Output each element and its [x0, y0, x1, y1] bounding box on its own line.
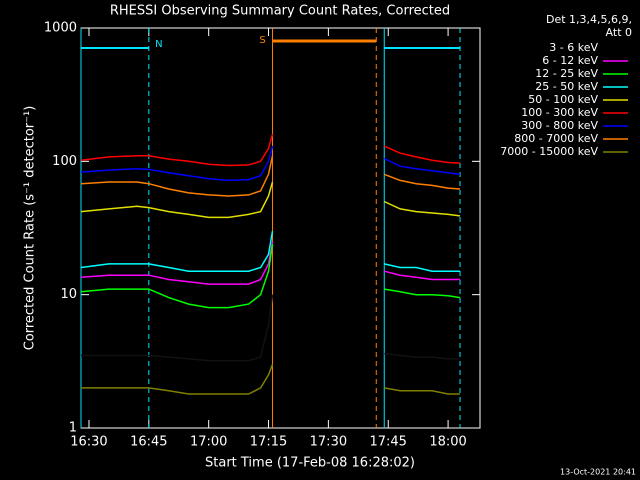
legend-title: Att 0 — [606, 26, 632, 39]
series-line — [384, 270, 460, 281]
series-line — [80, 145, 274, 182]
series-line — [383, 145, 461, 164]
series-line — [80, 155, 274, 197]
x-axis-label: Start Time (17-Feb-08 16:28:02) — [205, 456, 415, 471]
chart-title: RHESSI Observing Summary Count Rates, Co… — [110, 4, 450, 19]
legend-label: 3 - 6 keV — [549, 41, 598, 54]
flag-label: N — [155, 39, 162, 50]
plot-frame — [80, 27, 481, 429]
series-line — [383, 200, 461, 217]
series-line — [383, 173, 461, 190]
legend-label: 12 - 25 keV — [535, 67, 598, 80]
series-line — [80, 133, 274, 167]
legend-label: 25 - 50 keV — [535, 80, 598, 93]
y-tick-label: 1 — [69, 421, 77, 436]
x-tick-label: 16:45 — [130, 435, 167, 450]
legend-title: Det 1,3,4,5,6,9, — [546, 13, 632, 26]
y-tick-label: 10 — [60, 287, 77, 302]
series-line — [384, 263, 460, 272]
series-line — [80, 241, 274, 285]
timestamp: 13-Oct-2021 20:41 — [560, 468, 636, 477]
legend-label: 300 - 800 keV — [521, 119, 598, 132]
x-tick-label: 17:15 — [250, 435, 287, 450]
legend-label: 7000 - 15000 keV — [500, 145, 598, 158]
y-axis-label: Corrected Count Rate (s⁻¹ detector⁻¹) — [23, 106, 38, 351]
series-line — [81, 294, 274, 362]
series-line — [384, 353, 460, 360]
series-line — [384, 288, 461, 299]
x-tick-label: 17:45 — [369, 435, 406, 450]
y-tick-label: 1000 — [44, 21, 77, 36]
legend-label: 50 - 100 keV — [528, 93, 598, 106]
legend-label: 800 - 7000 keV — [514, 132, 598, 145]
legend-label: 100 - 300 keV — [521, 106, 598, 119]
series-line — [384, 387, 460, 395]
x-tick-label: 17:30 — [310, 435, 347, 450]
x-tick-label: 17:00 — [190, 435, 227, 450]
flag-label: S — [259, 35, 265, 46]
series-line — [80, 181, 274, 219]
x-tick-label: 18:00 — [429, 435, 466, 450]
series-line — [80, 230, 274, 272]
legend-label: 6 - 12 keV — [542, 54, 598, 67]
y-tick-label: 100 — [52, 154, 77, 169]
series-line — [80, 243, 274, 309]
series-line — [81, 364, 274, 395]
x-tick-label: 16:30 — [70, 435, 107, 450]
series-line — [383, 157, 461, 176]
